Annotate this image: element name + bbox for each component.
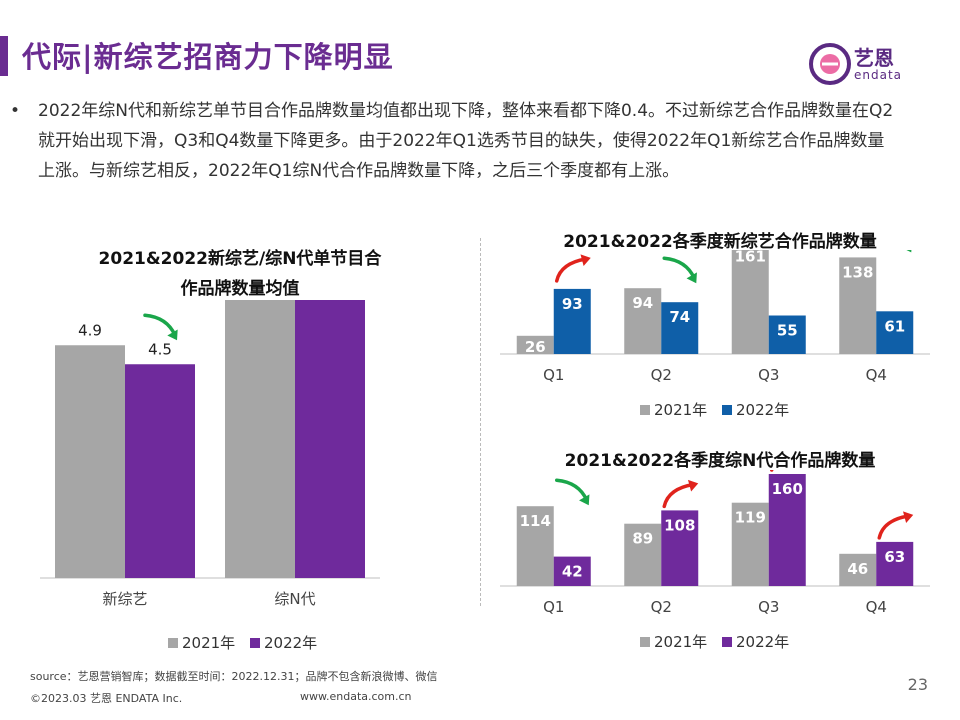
value-label-Q2-2021年: 89 [632,530,653,548]
bar-Q1-2021年 [516,335,554,354]
bar-Q4-2022年 [876,311,914,354]
category-label-Q2: Q2 [651,598,672,616]
bar-Q2-2021年 [624,523,662,586]
category-label-Q1: Q1 [543,598,564,616]
new-chart-title: 2021&2022各季度新综艺合作品牌数量 [563,232,877,252]
avg-chart-title-line1: 2021&2022新综艺/综N代单节目合 [98,249,382,269]
value-label-Q1-2022年: 42 [562,563,583,581]
value-label-Q3-2021年: 161 [735,250,766,265]
trend-arrow-Q1 [555,478,590,506]
logo-text-en: endata [854,68,903,82]
sequel-chart-title: 2021&2022各季度综N代合作品牌数量 [564,451,876,471]
value-label-Q4-2022年: 63 [884,548,905,566]
value-label-Q1-2022年: 93 [562,295,583,313]
bar-综N代-2021年 [225,300,295,578]
value-label-Q1-2021年: 26 [525,338,546,356]
trend-arrow-Q2 [662,479,699,509]
bar-Q2-2021年 [624,288,662,354]
avg-brands-chart: 4.94.5新综艺6.86.4综N代2021年2022年 [40,300,380,652]
bar-Q3-2021年 [731,250,769,354]
source-note: source：艺恩营销智库；数据截至时间：2022.12.31；品牌不包含新浪微… [30,670,438,683]
legend-swatch-2022年 [250,638,260,648]
category-label-Q2: Q2 [651,366,672,384]
bar-Q2-2022年 [661,510,699,586]
trend-arrow-新综艺 [143,313,178,341]
value-label-Q2-2022年: 108 [664,516,695,534]
trend-arrow-Q2 [662,256,697,284]
value-label-Q3-2022年: 160 [772,480,803,498]
value-label-新综艺-2022年: 4.5 [148,340,172,358]
value-label-Q4-2022年: 61 [884,317,905,335]
category-label-Q4: Q4 [866,598,887,616]
value-label-Q2-2022年: 74 [669,308,690,326]
trend-arrow-Q1 [555,254,591,283]
value-label-Q1-2021年: 114 [520,512,551,530]
trend-arrow-Q4 [901,250,912,253]
trend-arrow-Q4 [877,511,914,540]
value-label-新综艺-2021年: 4.9 [78,321,102,339]
page-number: 23 [907,675,928,694]
category-label-Q3: Q3 [758,598,779,616]
bar-Q3-2022年 [768,315,806,354]
legend-swatch-2021年 [640,637,650,647]
bullet-mark: • [10,101,21,121]
bar-Q1-2021年 [516,506,554,586]
bar-Q1-2022年 [553,556,591,586]
title-accent-bar [0,36,8,76]
category-label-新综艺: 新综艺 [102,590,147,608]
legend-swatch-2021年 [640,405,650,415]
bar-Q4-2021年 [839,553,877,586]
bar-Q2-2022年 [661,302,699,354]
legend-label-2021年: 2021年 [654,633,707,651]
page-title: 代际|新综艺招商力下降明显 [22,40,394,74]
category-label-综N代: 综N代 [274,590,315,608]
legend-label-2021年: 2021年 [654,401,707,419]
bar-综N代-2022年 [295,300,365,578]
bar-Q4-2022年 [876,541,914,586]
legend-label-2022年: 2022年 [736,401,789,419]
bar-Q3-2022年 [768,474,806,586]
endata-logo: 艺恩 endata [808,40,928,88]
website-link[interactable]: www.endata.com.cn [300,690,412,703]
value-label-Q3-2022年: 55 [777,322,798,340]
category-label-Q1: Q1 [543,366,564,384]
bar-Q3-2021年 [731,502,769,586]
legend-label-2022年: 2022年 [736,633,789,651]
value-label-Q4-2021年: 46 [847,560,868,578]
value-label-Q4-2021年: 138 [842,263,873,281]
legend-label-2021年: 2021年 [182,634,235,652]
value-label-Q2-2021年: 94 [632,294,653,312]
sequel-variety-chart: 114 42 Q1 89 108 Q2 119 160 Q3 46 63 Q4 2021年 2022年 [500,470,930,651]
endata-logo-mark [809,43,851,85]
bar-新综艺-2021年 [55,345,125,578]
avg-chart-title-line2: 作品牌数量均值 [180,279,300,299]
category-label-Q3: Q3 [758,366,779,384]
copyright: ©2023.03 艺恩 ENDATA Inc. [30,692,183,705]
legend-label-2022年: 2022年 [264,634,317,652]
category-label-Q4: Q4 [866,366,887,384]
bar-Q1-2022年 [553,288,591,354]
legend-swatch-2022年 [722,405,732,415]
bar-Q4-2021年 [839,257,877,354]
chart-divider [480,238,481,606]
legend-swatch-2021年 [168,638,178,648]
value-label-Q3-2021年: 119 [735,509,766,527]
summary-text: 2022年综N代和新综艺单节目合作品牌数量均值都出现下降，整体来看都下降0.4。… [38,101,894,181]
new-variety-chart: 26 93 Q1 94 74 Q2 161 55 Q3 138 61 Q4 2021年 2022年 [500,250,930,419]
legend-swatch-2022年 [722,637,732,647]
bar-新综艺-2022年 [125,364,195,578]
logo-text-cn: 艺恩 [854,46,894,70]
